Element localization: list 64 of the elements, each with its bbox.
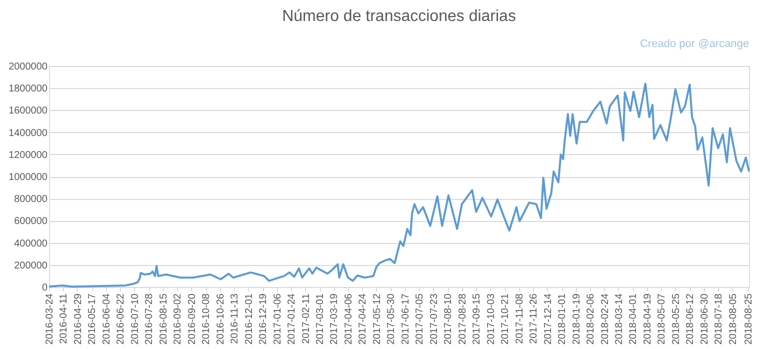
x-tick-label: 2018-02-06 — [586, 293, 597, 345]
text: Creado por @arcange — [640, 38, 749, 50]
y-tick-label: 2000000 — [8, 62, 48, 72]
x-tick-label: 2017-08-10 — [443, 293, 454, 345]
x-tick-label: 2018-06-12 — [685, 293, 696, 345]
x-tick-label: 2018-05-25 — [670, 293, 682, 345]
line-series — [48, 82, 750, 288]
x-tick-label: 2018-02-24 — [600, 293, 611, 345]
x-tick-label: 2016-03-24 — [44, 293, 56, 345]
x-tick-label: 2018-01-01 — [557, 293, 568, 345]
x-tick-label: 2016-10-08 — [201, 293, 212, 345]
x-tick-label: 2016-06-04 — [101, 293, 112, 345]
y-tick-label: 1400000 — [8, 128, 48, 139]
y-tick-label: 0 — [42, 282, 48, 294]
x-tick-label: 2017-03-19 — [329, 293, 340, 345]
x-tick-label: 2017-05-12 — [372, 293, 383, 345]
x-tick-label: 2018-07-18 — [714, 293, 725, 345]
x-tick-label: 2016-09-20 — [186, 293, 198, 345]
x-tick-label: 2017-07-23 — [428, 293, 440, 345]
x-tick-label: 2017-11-26 — [528, 293, 540, 344]
y-tick-label: 600000 — [14, 216, 48, 228]
x-tick-label: 2016-09-02 — [172, 293, 184, 345]
x-tick-label: 2018-05-07 — [656, 293, 668, 345]
y-tick-label: 200000 — [14, 260, 48, 272]
x-tick-label: 2017-10-03 — [486, 293, 497, 345]
y-tick-label: 1200000 — [8, 150, 48, 161]
x-tick-label: 2017-09-15 — [472, 293, 483, 345]
x-tick-label: 2016-11-13 — [230, 293, 241, 344]
x-tick-label: 2018-04-19 — [642, 293, 654, 345]
x-tick-label: 2018-08-25 — [744, 293, 755, 345]
x-tick-label: 2017-11-08 — [514, 293, 526, 344]
y-tick-label: 800000 — [14, 194, 48, 206]
y-tick-label: 1600000 — [8, 106, 48, 117]
x-tick-label: 2016-08-15 — [158, 293, 170, 345]
x-tick-label: 2017-04-06 — [343, 293, 354, 345]
y-tick-label: 1000000 — [8, 172, 48, 183]
x-tick-label: 2017-10-21 — [500, 293, 512, 345]
x-tick-label: 2018-06-30 — [699, 293, 710, 345]
x-tick-label: 2017-07-05 — [414, 293, 426, 345]
x-tick-label: 2017-01-24 — [286, 293, 298, 345]
x-tick-label: 2016-04-11 — [58, 293, 70, 344]
x-tick-label: 2016-05-17 — [87, 293, 98, 345]
x-tick-label: 2016-06-22 — [116, 293, 127, 345]
x-tick-label: 2016-07-10 — [130, 293, 141, 345]
x-tick-label: 2017-08-28 — [457, 293, 468, 345]
x-tick-label: 2016-07-28 — [144, 293, 156, 345]
x-tick-label: 2018-08-05 — [728, 293, 739, 345]
x-tick-label: 2017-01-06 — [272, 293, 284, 345]
chart-title: Número de transacciones diarias — [282, 8, 516, 25]
y-tick-label: 1800000 — [8, 84, 48, 95]
x-tick-label: 2017-04-24 — [358, 293, 369, 345]
x-tick-label: 2016-12-01 — [244, 293, 255, 345]
x-tick-label: 2016-04-29 — [72, 293, 84, 345]
x-tick-label: 2017-06-17 — [400, 293, 412, 345]
x-tick-label: 2016-12-19 — [258, 293, 270, 345]
x-tick-label: 2018-03-14 — [614, 293, 625, 345]
y-tick-label: 400000 — [14, 238, 48, 250]
x-tick-label: 2017-12-14 — [542, 293, 554, 345]
x-tick-label: 2016-10-26 — [215, 293, 226, 345]
x-tick-label: 2018-04-01 — [628, 293, 640, 345]
x-tick-label: 2017-05-30 — [386, 293, 398, 345]
x-tick-label: 2018-01-19 — [571, 293, 582, 345]
x-tick-label: 2017-03-01 — [315, 293, 326, 345]
x-tick-label: 2017-02-11 — [300, 293, 312, 344]
